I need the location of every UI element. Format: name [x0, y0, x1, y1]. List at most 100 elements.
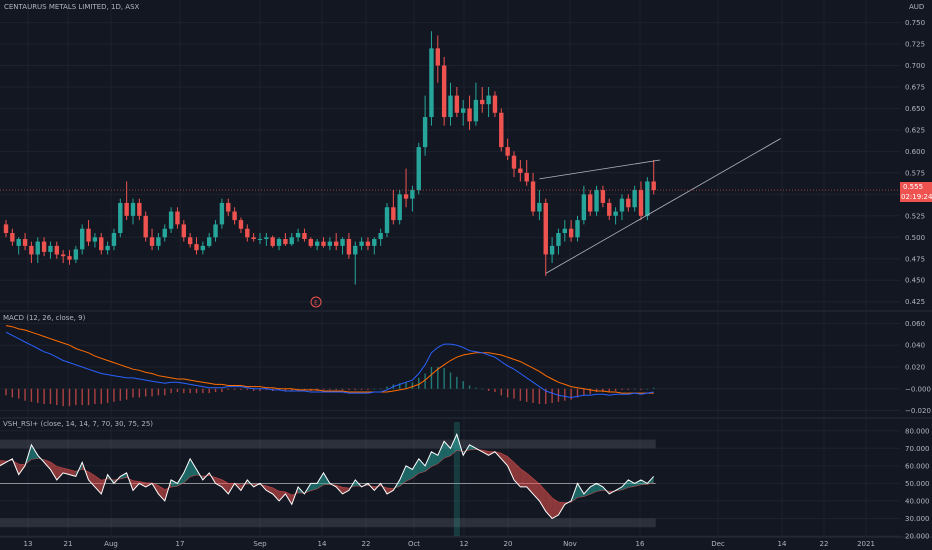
macd-histogram-bar: [399, 383, 401, 389]
candle-body: [200, 245, 206, 251]
macd-histogram-bar: [538, 388, 541, 405]
rsi-fill-segment: [621, 479, 629, 490]
rsi-fill-segment: [120, 472, 127, 480]
x-tick-label: Sep: [253, 540, 267, 548]
candle-body: [645, 181, 650, 216]
candle-body: [187, 237, 193, 245]
candle-body: [537, 202, 542, 212]
macd-histogram-bar: [259, 388, 261, 391]
candle-body: [378, 233, 383, 240]
macd-histogram-bar: [627, 388, 629, 390]
candle-body: [422, 117, 428, 148]
macd-histogram-bar: [367, 388, 369, 390]
x-tick-label: 16: [636, 540, 645, 548]
candle-body: [594, 190, 599, 212]
candle-body: [92, 237, 98, 242]
price-pane[interactable]: [0, 31, 900, 285]
macd-histogram-bar: [519, 388, 522, 401]
macd-histogram-bar: [24, 388, 26, 401]
macd-histogram-bar: [138, 388, 141, 398]
rsi-fill-segment: [425, 451, 432, 472]
macd-histogram-bar: [468, 385, 471, 389]
candle-body: [245, 228, 250, 238]
rsi-tick-label: 40.000: [905, 497, 930, 505]
overbought-band: [0, 439, 656, 449]
macd-histogram-bar: [411, 382, 414, 389]
macd-histogram-bar: [214, 388, 217, 393]
macd-title: MACD (12, 26, close, 9): [3, 314, 86, 322]
rsi-tick-label: 70.000: [905, 445, 930, 453]
candle-body: [35, 241, 40, 255]
oversold-band: [0, 518, 656, 528]
macd-pane[interactable]: [5, 325, 655, 407]
rsi-fill-segment: [342, 487, 349, 494]
candle-body: [505, 147, 510, 156]
macd-line: [5, 331, 654, 399]
macd-histogram-bar: [322, 388, 325, 390]
rsi-fill-segment: [444, 441, 451, 459]
price-tick-label: 0.650: [905, 105, 925, 113]
macd-histogram-bar: [475, 387, 477, 389]
candle-body: [638, 190, 644, 216]
x-tick-label: 2021: [857, 540, 875, 548]
candle-body: [613, 211, 618, 216]
candle-body: [194, 244, 199, 251]
candle-body: [588, 194, 593, 212]
chart-title: CENTAURUS METALS LIMITED, 1D, ASX: [4, 3, 140, 11]
candle-body: [448, 95, 453, 118]
rsi-fill-segment: [88, 471, 95, 487]
macd-histogram-bar: [284, 388, 287, 391]
rsi-fill-segment: [190, 458, 197, 477]
candle-body: [3, 224, 9, 233]
macd-histogram-bar: [132, 388, 134, 398]
macd-histogram-bar: [500, 388, 502, 396]
candle-body: [232, 211, 237, 221]
rsi-fill-segment: [406, 465, 413, 482]
price-tick-label: 0.750: [905, 19, 925, 27]
candle-body: [530, 181, 536, 212]
candle-body: [435, 48, 440, 66]
price-tag-price: 0.555: [903, 183, 923, 191]
price-tag: 0.555 02:19:24: [900, 182, 932, 202]
macd-histogram-bar: [373, 388, 375, 390]
price-tag-countdown: 02:19:24: [901, 193, 932, 201]
candle-body: [314, 241, 320, 246]
candle-body: [651, 181, 656, 191]
candle-body: [302, 233, 307, 240]
rsi-fill-segment: [310, 483, 318, 491]
earnings-marker[interactable]: E: [310, 296, 322, 308]
price-tick-label: 0.725: [905, 41, 925, 49]
rsi-fill-segment: [158, 485, 165, 501]
x-tick-label: 17: [176, 540, 185, 548]
candle-body: [295, 233, 301, 238]
macd-histogram-bar: [170, 388, 172, 394]
rsi-fill-segment: [44, 459, 51, 470]
candle-body: [29, 245, 34, 255]
macd-histogram-bar: [176, 388, 179, 393]
macd-tick-label: 0.060: [905, 320, 925, 328]
macd-histogram-bar: [595, 388, 598, 393]
macd-histogram-bar: [551, 388, 553, 403]
rsi-fill-segment: [50, 461, 57, 480]
candle-body: [556, 233, 561, 246]
candle-body: [207, 237, 212, 246]
macd-histogram-bar: [227, 388, 229, 390]
candle-body: [130, 202, 136, 216]
candle-body: [397, 194, 402, 221]
rsi-tick-label: 20.000: [905, 533, 930, 541]
candle-body: [105, 245, 110, 251]
rsi-pane[interactable]: [0, 432, 655, 520]
rsi-fill-segment: [514, 462, 521, 487]
rsi-fill-segment: [437, 441, 445, 464]
candle-body: [600, 190, 606, 203]
candle-body: [143, 215, 148, 238]
rsi-fill-segment: [56, 466, 64, 480]
candle-body: [226, 202, 231, 212]
macd-histogram-bar: [424, 373, 426, 389]
macd-histogram-bar: [240, 388, 242, 390]
macd-histogram-bar: [443, 368, 445, 389]
macd-tick-label: −0.000: [905, 385, 931, 393]
candle-body: [499, 112, 504, 148]
